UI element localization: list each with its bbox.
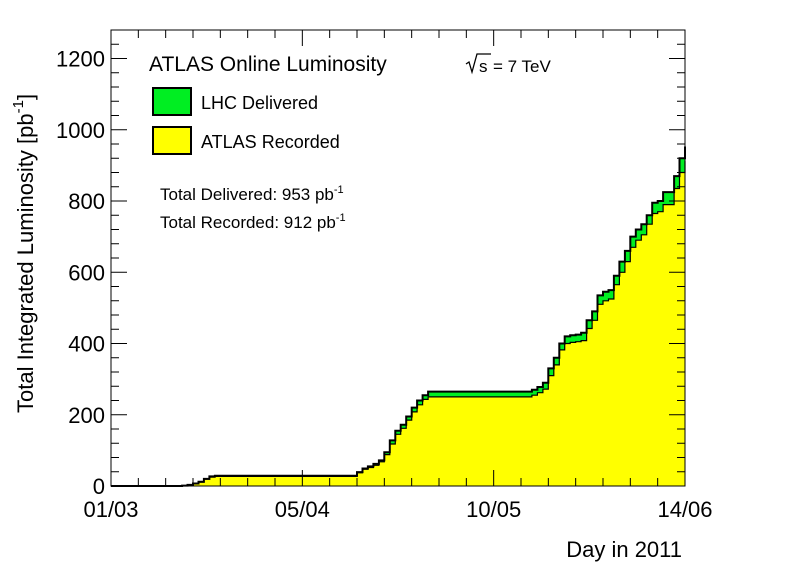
legend-swatch-atlas-recorded <box>152 126 192 155</box>
y-tick-label: 600 <box>68 260 105 285</box>
energy-label: = 7 TeV <box>493 57 551 76</box>
series-atlas-recorded-area <box>111 161 685 486</box>
y-axis-title-close: ] <box>13 94 38 100</box>
legend-label-atlas-recorded: ATLAS Recorded <box>201 132 340 152</box>
y-axis-ticks: 0 200 400 600 800 1000 1200 <box>56 43 685 499</box>
total-recorded-text: Total Recorded: 912 pb <box>160 213 336 232</box>
y-tick-label: 0 <box>93 474 105 499</box>
y-axis-title: Total Integrated Luminosity [pb-1] <box>10 94 38 413</box>
chart-title: ATLAS Online Luminosity <box>149 53 387 76</box>
y-axis-title-sup: -1 <box>10 100 27 113</box>
x-axis-title: Day in 2011 <box>566 537 682 562</box>
y-tick-label: 200 <box>68 403 105 428</box>
energy-symbol: s <box>479 57 488 76</box>
y-tick-label: 1000 <box>56 118 105 143</box>
total-recorded-unit-sup: -1 <box>336 212 346 224</box>
x-axis-ticks: 01/03 05/04 10/05 14/06 <box>83 30 713 522</box>
total-delivered-annotation: Total Delivered: 953 pb-1 <box>160 184 344 204</box>
y-tick-label: 400 <box>68 332 105 357</box>
total-recorded-annotation: Total Recorded: 912 pb-1 <box>160 212 346 232</box>
x-tick-label: 01/03 <box>83 497 138 522</box>
x-tick-label: 10/05 <box>466 497 521 522</box>
legend-swatch-lhc-delivered <box>152 87 192 116</box>
y-tick-label: 800 <box>68 189 105 214</box>
total-delivered-unit-sup: -1 <box>334 184 344 196</box>
series-lhc-delivered-line <box>111 146 686 487</box>
legend-label-lhc-delivered: LHC Delivered <box>201 93 318 113</box>
y-axis-title-main: Total Integrated Luminosity [pb <box>13 113 38 413</box>
sqrt-symbol <box>465 53 491 75</box>
y-tick-label: 1200 <box>56 47 105 72</box>
x-tick-label: 05/04 <box>275 497 330 522</box>
total-delivered-text: Total Delivered: 953 pb <box>160 185 334 204</box>
x-tick-label: 14/06 <box>657 497 712 522</box>
